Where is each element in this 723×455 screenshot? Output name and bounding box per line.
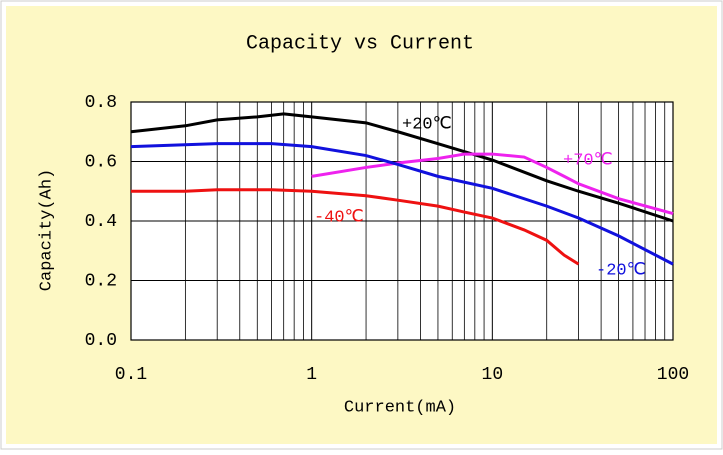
x-tick-label: 0.1 xyxy=(115,365,147,385)
y-tick-label: 0.6 xyxy=(85,152,117,172)
y-tick-label: 0.4 xyxy=(85,212,117,232)
y-tick-label: 0.8 xyxy=(85,93,117,113)
x-tick-label: 1 xyxy=(306,365,317,385)
y-tick-label: 0.2 xyxy=(85,271,117,291)
line xyxy=(130,142,674,266)
x-tick-label: 100 xyxy=(657,365,689,385)
line xyxy=(131,188,580,266)
line xyxy=(130,112,674,223)
chart-title: Capacity vs Current xyxy=(246,32,474,55)
x-tick-label: 10 xyxy=(482,365,504,385)
series-label: -20℃ xyxy=(596,261,646,280)
series-label: +20℃ xyxy=(402,115,452,134)
series-label: +70℃ xyxy=(563,151,613,170)
x-axis-label: Current(mA) xyxy=(344,398,456,417)
series-label: -40℃ xyxy=(314,208,364,227)
y-axis-label: Capacity(Ah) xyxy=(37,169,56,291)
y-tick-label: 0.0 xyxy=(85,331,117,351)
